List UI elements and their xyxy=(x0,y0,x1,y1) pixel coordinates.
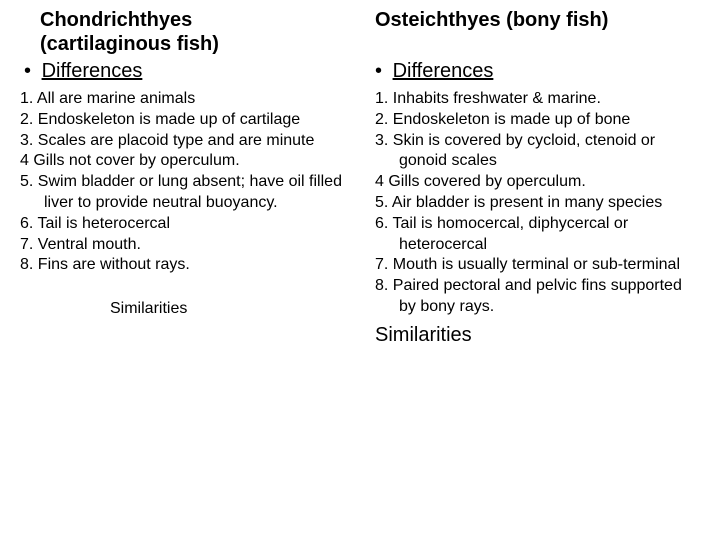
right-list: 1. Inhabits freshwater & marine. 2. Endo… xyxy=(375,89,700,318)
left-column: Chondrichthyes (cartilaginous fish) • Di… xyxy=(20,8,365,347)
left-subhead-text: Differences xyxy=(42,60,143,82)
left-list: 1. All are marine animals 2. Endoskeleto… xyxy=(20,89,365,276)
list-item: 1. Inhabits freshwater & marine. xyxy=(375,89,700,110)
list-item: 5. Swim bladder or lung absent; have oil… xyxy=(20,172,365,214)
left-subhead: • Differences xyxy=(24,60,365,83)
list-item: 1. All are marine animals xyxy=(20,89,365,110)
right-title: Osteichthyes (bony fish) xyxy=(375,8,700,32)
list-item: 2. Endoskeleton is made up of bone xyxy=(375,110,700,131)
list-item: 6. Tail is homocercal, diphycercal or he… xyxy=(375,214,700,256)
list-item: 5. Air bladder is present in many specie… xyxy=(375,193,700,214)
bullet-icon: • xyxy=(24,60,36,83)
list-item: 7. Ventral mouth. xyxy=(20,235,365,256)
right-similarities: Similarities xyxy=(375,324,700,347)
bullet-icon: • xyxy=(375,60,387,83)
list-item: 2. Endoskeleton is made up of cartilage xyxy=(20,110,365,131)
left-title-line1: Chondrichthyes xyxy=(40,9,192,31)
list-item: 8. Paired pectoral and pelvic fins suppo… xyxy=(375,276,700,318)
right-subhead: • Differences xyxy=(375,60,700,83)
left-title: Chondrichthyes (cartilaginous fish) xyxy=(40,8,365,56)
right-column: Osteichthyes (bony fish) • Differences 1… xyxy=(375,8,700,347)
list-item: 8. Fins are without rays. xyxy=(20,255,365,276)
list-item: 4 Gills not cover by operculum. xyxy=(20,151,365,172)
list-item: 4 Gills covered by operculum. xyxy=(375,172,700,193)
left-title-line2: (cartilaginous fish) xyxy=(40,33,219,55)
list-item: 6. Tail is heterocercal xyxy=(20,214,365,235)
list-item: 3. Scales are placoid type and are minut… xyxy=(20,131,365,152)
comparison-columns: Chondrichthyes (cartilaginous fish) • Di… xyxy=(20,8,700,347)
list-item: 3. Skin is covered by cycloid, ctenoid o… xyxy=(375,131,700,173)
right-subhead-text: Differences xyxy=(393,60,494,82)
left-similarities: Similarities xyxy=(110,300,365,318)
list-item: 7. Mouth is usually terminal or sub-term… xyxy=(375,255,700,276)
spacer xyxy=(375,36,700,60)
